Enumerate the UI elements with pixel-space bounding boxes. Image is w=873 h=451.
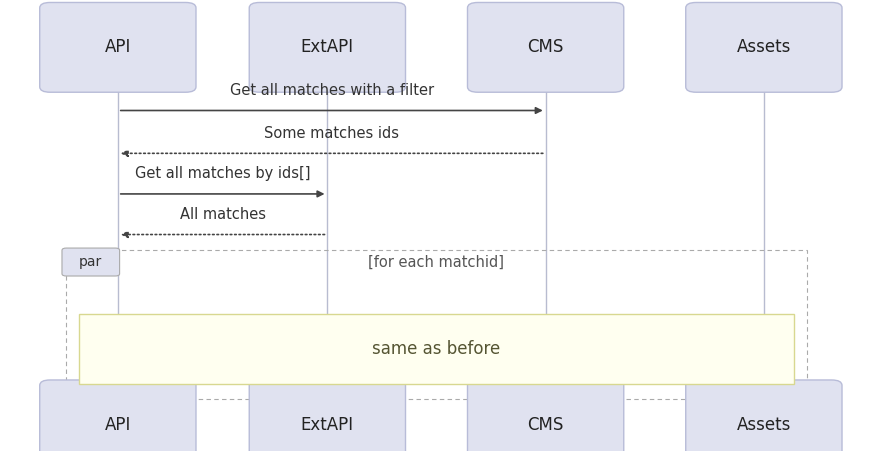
Text: CMS: CMS [527, 38, 564, 56]
FancyBboxPatch shape [40, 380, 196, 451]
FancyBboxPatch shape [468, 380, 623, 451]
Text: All matches: All matches [180, 207, 265, 222]
Bar [66, 250, 807, 399]
Text: CMS: CMS [527, 416, 564, 434]
FancyBboxPatch shape [468, 3, 623, 92]
Text: Get all matches with a filter: Get all matches with a filter [230, 83, 434, 98]
Text: ExtAPI: ExtAPI [301, 38, 354, 56]
Text: same as before: same as before [373, 341, 500, 358]
Text: ExtAPI: ExtAPI [301, 416, 354, 434]
FancyBboxPatch shape [686, 3, 842, 92]
FancyBboxPatch shape [250, 380, 405, 451]
FancyBboxPatch shape [40, 3, 196, 92]
FancyBboxPatch shape [686, 380, 842, 451]
Text: API: API [105, 416, 131, 434]
Text: Assets: Assets [737, 416, 791, 434]
Text: Assets: Assets [737, 38, 791, 56]
Text: API: API [105, 38, 131, 56]
Text: Some matches ids: Some matches ids [265, 126, 399, 141]
Text: par: par [79, 255, 102, 269]
Text: [for each matchid]: [for each matchid] [368, 255, 505, 270]
Bar [79, 314, 794, 384]
FancyBboxPatch shape [62, 248, 120, 276]
Text: Get all matches by ids[]: Get all matches by ids[] [134, 166, 311, 181]
FancyBboxPatch shape [250, 3, 405, 92]
